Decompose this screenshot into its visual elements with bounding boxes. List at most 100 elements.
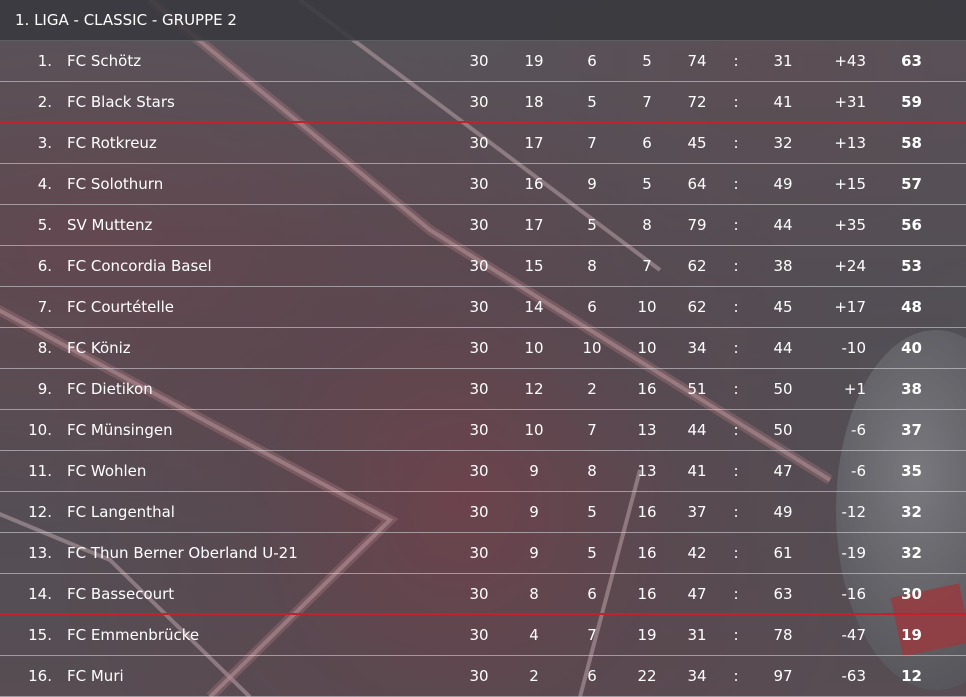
rank-cell: 2. [37, 93, 52, 111]
table-row: 15. FC Emmenbrücke 30 4 7 19 31: 78 -47 19 [0, 615, 966, 656]
goal-diff-cell: -16 [841, 585, 867, 603]
played-cell: 30 [469, 339, 489, 357]
team-name: FC Emmenbrücke [67, 626, 200, 644]
goals-against-cell: 44 [773, 339, 793, 357]
table-row: 7. FC Courtételle 30 14 6 10 62: 45 +17 48 [0, 287, 966, 328]
rank-cell: 1. [37, 52, 52, 70]
goals-separator: : [733, 421, 739, 439]
points-cell: 12 [901, 667, 922, 685]
team-name: FC Solothurn [67, 175, 164, 193]
points-cell: 30 [901, 585, 922, 603]
table-row: 12. FC Langenthal 30 9 5 16 37: 49 -12 32 [0, 492, 966, 533]
losses-cell: 5 [642, 175, 652, 193]
table-row: 8. FC Köniz 30 10 10 10 34: 44 -10 40 [0, 328, 966, 369]
points-cell: 19 [901, 626, 922, 644]
points-cell: 56 [901, 216, 922, 234]
played-cell: 30 [469, 52, 489, 70]
played-cell: 30 [469, 421, 489, 439]
rank-cell: 16. [28, 667, 52, 685]
draws-cell: 10 [582, 339, 602, 357]
goals-for-cell: 41 [687, 462, 707, 480]
wins-cell: 9 [529, 503, 539, 521]
goals-separator: : [733, 667, 739, 685]
table-row: 14. FC Bassecourt 30 8 6 16 47: 63 -16 30 [0, 574, 966, 615]
rank-cell: 4. [37, 175, 52, 193]
goals-for-cell: 74 [687, 52, 707, 70]
goals-separator: : [733, 462, 739, 480]
losses-cell: 6 [642, 134, 652, 152]
goal-diff-cell: +17 [834, 298, 866, 316]
draws-cell: 2 [587, 380, 597, 398]
table-row: 10. FC Münsingen 30 10 7 13 44: 50 -6 37 [0, 410, 966, 451]
goals-for-cell: 44 [687, 421, 707, 439]
goals-against-cell: 45 [773, 298, 793, 316]
points-cell: 53 [901, 257, 922, 275]
draws-cell: 6 [587, 667, 597, 685]
goals-separator: : [733, 585, 739, 603]
goal-diff-cell: -47 [841, 626, 867, 644]
draws-cell: 6 [587, 298, 597, 316]
losses-cell: 16 [637, 544, 657, 562]
goals-against-cell: 47 [773, 462, 793, 480]
played-cell: 30 [469, 503, 489, 521]
goals-against-cell: 38 [773, 257, 793, 275]
played-cell: 30 [469, 93, 489, 111]
goal-diff-cell: -6 [851, 462, 866, 480]
rank-cell: 5. [37, 216, 52, 234]
wins-cell: 8 [529, 585, 539, 603]
losses-cell: 16 [637, 585, 657, 603]
team-name: FC Courtételle [67, 298, 174, 316]
rank-cell: 12. [28, 503, 52, 521]
rank-cell: 15. [28, 626, 52, 644]
goal-diff-cell: +13 [834, 134, 866, 152]
table-row: 11. FC Wohlen 30 9 8 13 41: 47 -6 35 [0, 451, 966, 492]
wins-cell: 10 [524, 421, 544, 439]
goal-diff-cell: +35 [834, 216, 866, 234]
rank-cell: 9. [37, 380, 52, 398]
goal-diff-cell: -63 [841, 667, 867, 685]
goals-separator: : [733, 216, 739, 234]
played-cell: 30 [469, 462, 489, 480]
goals-against-cell: 32 [773, 134, 793, 152]
goals-for-cell: 42 [687, 544, 707, 562]
goals-separator: : [733, 175, 739, 193]
goals-against-cell: 44 [773, 216, 793, 234]
team-name: FC Muri [67, 667, 124, 685]
goals-for-cell: 62 [687, 298, 707, 316]
losses-cell: 13 [637, 421, 657, 439]
goals-for-cell: 31 [687, 626, 707, 644]
points-cell: 38 [901, 380, 922, 398]
goals-for-cell: 51 [687, 380, 707, 398]
table-row: 16. FC Muri 30 2 6 22 34:97 -63 12 [0, 656, 966, 697]
team-name: FC Bassecourt [67, 585, 175, 603]
losses-cell: 7 [642, 93, 652, 111]
wins-cell: 12 [524, 380, 544, 398]
losses-cell: 22 [637, 667, 657, 685]
points-cell: 48 [901, 298, 922, 316]
rank-cell: 13. [28, 544, 52, 562]
goals-against-cell: 49 [773, 503, 793, 521]
goal-diff-cell: +43 [834, 52, 866, 70]
losses-cell: 7 [642, 257, 652, 275]
played-cell: 30 [469, 175, 489, 193]
losses-cell: 19 [637, 626, 657, 644]
rank-cell: 8. [37, 339, 52, 357]
table-row: 6. FC Concordia Basel 30 15 8 7 62: 38 +24 53 [0, 246, 966, 287]
points-cell: 35 [901, 462, 922, 480]
goal-diff-cell: +1 [843, 380, 866, 398]
losses-cell: 16 [637, 380, 657, 398]
goals-separator: : [733, 257, 739, 275]
goals-against-cell: 49 [773, 175, 793, 193]
played-cell: 30 [469, 134, 489, 152]
goals-for-cell: 34 [687, 339, 707, 357]
table-row: 13. FC Thun Berner Oberland U-21 30 9 5 16 42:… [0, 533, 966, 574]
losses-cell: 8 [642, 216, 652, 234]
goals-for-cell: 37 [687, 503, 707, 521]
played-cell: 30 [469, 585, 489, 603]
goals-against-cell: 63 [773, 585, 793, 603]
played-cell: 30 [469, 626, 489, 644]
team-name: FC Thun Berner Oberland U-21 [67, 544, 298, 562]
played-cell: 30 [469, 380, 489, 398]
rank-cell: 11. [28, 462, 52, 480]
